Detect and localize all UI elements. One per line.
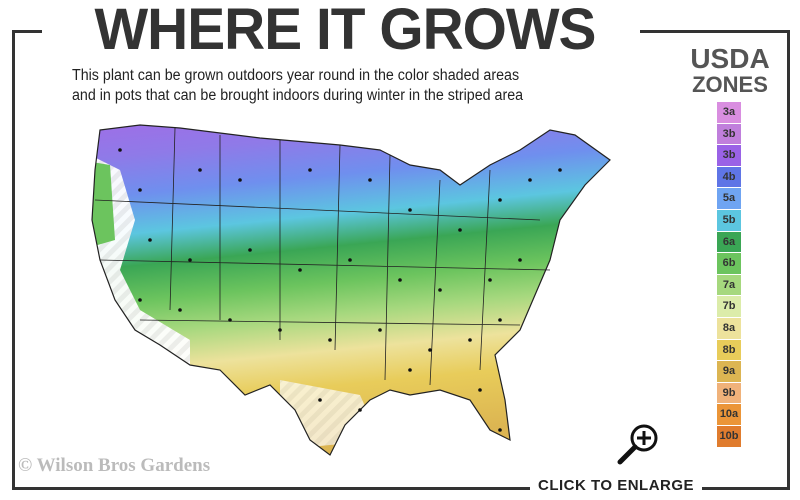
frame-top-right xyxy=(640,30,790,33)
city-dot xyxy=(498,198,502,202)
legend-zone-9a: 9a xyxy=(717,361,741,382)
usda-zone-map[interactable] xyxy=(80,110,620,460)
legend-zone-9b: 9b xyxy=(717,382,741,404)
city-dot xyxy=(408,368,412,372)
frame-bottom xyxy=(12,487,790,490)
city-markers xyxy=(118,148,562,432)
legend-title-line-1: USDA xyxy=(690,43,770,74)
city-dot xyxy=(358,408,362,412)
city-dot xyxy=(528,178,532,182)
city-dot xyxy=(368,178,372,182)
city-dot xyxy=(498,428,502,432)
legend-zone-5b: 5b xyxy=(717,209,741,231)
city-dot xyxy=(498,318,502,322)
legend-title: USDA ZONES xyxy=(680,43,780,98)
subtitle-line-2: and in pots that can be brought indoors … xyxy=(72,87,524,104)
city-dot xyxy=(378,328,382,332)
page-title: WHERE IT GROWS xyxy=(94,0,597,62)
city-dot xyxy=(518,258,522,262)
city-dot xyxy=(278,328,282,332)
city-dot xyxy=(428,348,432,352)
city-dot xyxy=(178,308,182,312)
city-dot xyxy=(458,228,462,232)
city-dot xyxy=(138,298,142,302)
magnifier-plus-icon[interactable] xyxy=(612,422,664,466)
city-dot xyxy=(408,208,412,212)
subtitle: This plant can be grown outdoors year ro… xyxy=(72,66,587,106)
city-dot xyxy=(138,188,142,192)
legend-zone-7a: 7a xyxy=(717,274,741,296)
city-dot xyxy=(248,248,252,252)
legend-zone-3a: 3a xyxy=(717,102,741,123)
city-dot xyxy=(558,168,562,172)
city-dot xyxy=(438,288,442,292)
legend-zone-3b: 3b xyxy=(717,123,741,145)
frame-right xyxy=(787,30,790,490)
legend-zone-6a: 6a xyxy=(717,231,741,253)
legend-zone-8b: 8b xyxy=(717,339,741,361)
city-dot xyxy=(298,268,302,272)
state-borders xyxy=(91,124,611,456)
city-dot xyxy=(148,238,152,242)
city-dot xyxy=(348,258,352,262)
city-dot xyxy=(398,278,402,282)
legend-zone-7b: 7b xyxy=(717,296,741,317)
legend-zone-10a: 10a xyxy=(717,404,741,425)
usda-zone-legend: 3a 3b 3b 4b 5a 5b 6a 6b 7a 7b 8a 8b 9a 9b 10a 10b xyxy=(717,102,741,448)
city-dot xyxy=(478,388,482,392)
frame-left xyxy=(12,30,15,490)
copyright-watermark: © Wilson Bros Gardens xyxy=(18,455,211,476)
city-dot xyxy=(188,258,192,262)
frame-top-left xyxy=(12,30,42,33)
city-dot xyxy=(238,178,242,182)
legend-title-line-2: ZONES xyxy=(692,72,768,97)
city-dot xyxy=(318,398,322,402)
city-dot xyxy=(228,318,232,322)
city-dot xyxy=(468,338,472,342)
legend-zone-8a: 8a xyxy=(717,317,741,339)
city-dot xyxy=(198,168,202,172)
legend-zone-5a: 5a xyxy=(717,188,741,209)
legend-zone-4b: 4b xyxy=(717,166,741,188)
city-dot xyxy=(118,148,122,152)
legend-zone-10b: 10b xyxy=(717,425,741,447)
click-to-enlarge-button[interactable]: CLICK TO ENLARGE xyxy=(530,477,703,494)
city-dot xyxy=(488,278,492,282)
subtitle-line-1: This plant can be grown outdoors year ro… xyxy=(72,67,520,84)
legend-zone-6b: 6b xyxy=(717,253,741,274)
city-dot xyxy=(308,168,312,172)
city-dot xyxy=(328,338,332,342)
legend-zone-3b: 3b xyxy=(717,145,741,166)
